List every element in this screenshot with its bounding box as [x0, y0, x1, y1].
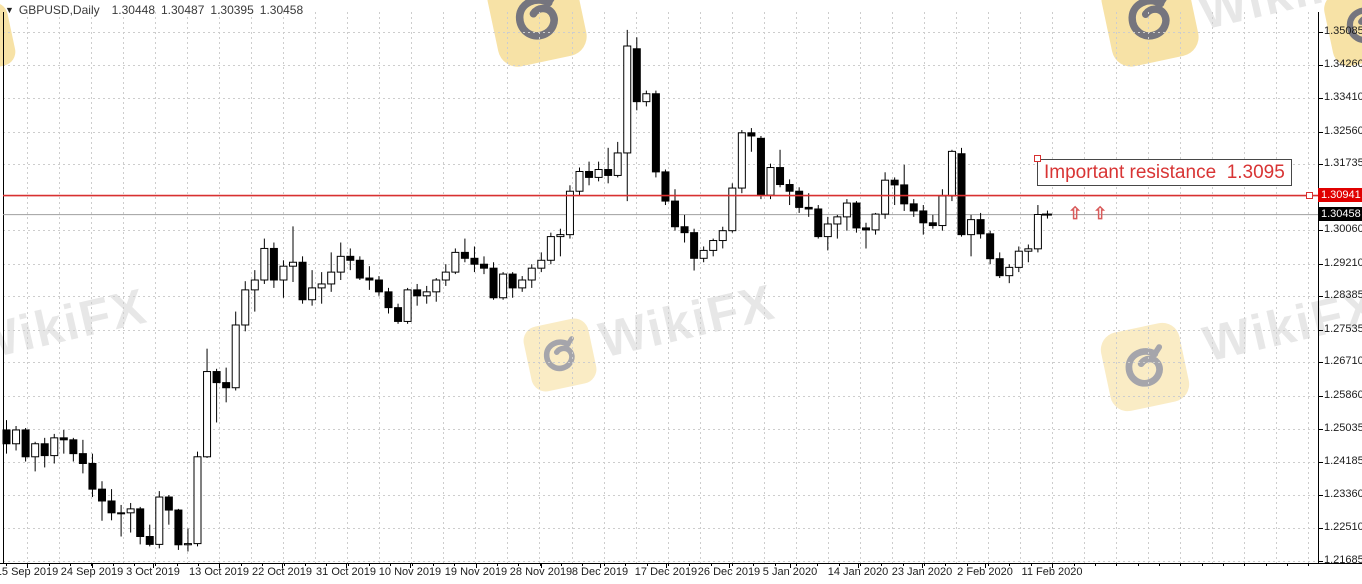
x-axis-label: 13 Oct 2019 — [189, 566, 249, 578]
ohlc-high: 1.30487 — [161, 3, 205, 17]
y-axis-label: 1.32560 — [1324, 125, 1362, 137]
ohlc-low: 1.30395 — [210, 3, 254, 17]
x-axis-label: 19 Nov 2019 — [444, 566, 508, 578]
y-axis-label: 1.21685 — [1324, 554, 1362, 566]
x-axis-label: 31 Oct 2019 — [316, 566, 376, 578]
ohlc-close: 1.30458 — [259, 3, 304, 17]
x-axis-label: 28 Nov 2019 — [509, 566, 573, 578]
y-axis-label: 1.31735 — [1324, 157, 1362, 169]
y-axis-label: 1.33410 — [1324, 91, 1362, 103]
x-axis-label: 15 Sep 2019 — [0, 566, 59, 578]
y-axis-label: 1.25860 — [1324, 389, 1362, 401]
y-axis-label: 1.30060 — [1324, 223, 1362, 235]
chevron-down-icon: ▼ — [5, 5, 14, 15]
y-axis-label: 1.25035 — [1324, 422, 1362, 434]
x-axis-label: 24 Sep 2019 — [60, 566, 124, 578]
resistance-price-badge: 1.30941 — [1318, 188, 1362, 202]
x-axis-label: 3 Oct 2019 — [126, 566, 180, 578]
candlestick-series — [2, 29, 1052, 552]
chart-title: ▼ GBPUSD,Daily 1.30448 1.30487 1.30395 1.3045… — [5, 3, 309, 17]
y-axis-label: 1.23360 — [1324, 488, 1362, 500]
y-axis-label: 1.35085 — [1324, 25, 1362, 37]
resistance-annotation[interactable]: Important resistance 1.3095 — [1037, 159, 1292, 186]
symbol-period-label: GBPUSD,Daily — [18, 3, 100, 17]
y-axis-label: 1.27535 — [1324, 323, 1362, 335]
x-axis-label: 23 Jan 2020 — [891, 566, 953, 578]
x-axis-label: 17 Dec 2019 — [634, 566, 698, 578]
annotation-handle[interactable] — [1034, 155, 1041, 162]
y-axis-label: 1.22510 — [1324, 521, 1362, 533]
y-axis-label: 1.29210 — [1324, 257, 1362, 269]
x-axis-label: 26 Dec 2019 — [697, 566, 761, 578]
y-axis-label: 1.24185 — [1324, 455, 1362, 467]
x-axis-label: 11 Feb 2020 — [1021, 566, 1083, 578]
y-axis-label: 1.34260 — [1324, 58, 1362, 70]
resistance-line-handle[interactable] — [1306, 192, 1313, 199]
x-axis-label: 10 Nov 2019 — [378, 566, 442, 578]
ohlc-open: 1.30448 — [111, 3, 155, 17]
current-price-badge: 1.30458 — [1318, 207, 1362, 221]
x-axis-label: 14 Jan 2020 — [827, 566, 889, 578]
y-axis-label: 1.26710 — [1324, 355, 1362, 367]
x-axis-label: 8 Dec 2019 — [571, 566, 629, 578]
x-axis-label: 2 Feb 2020 — [957, 566, 1013, 578]
x-axis-label: 5 Jan 2020 — [762, 566, 818, 578]
y-axis-label: 1.28385 — [1324, 289, 1362, 301]
x-axis-label: 22 Oct 2019 — [252, 566, 312, 578]
up-arrow-icon[interactable]: ⇧ — [1093, 204, 1108, 223]
up-arrow-icon[interactable]: ⇧ — [1068, 204, 1083, 223]
